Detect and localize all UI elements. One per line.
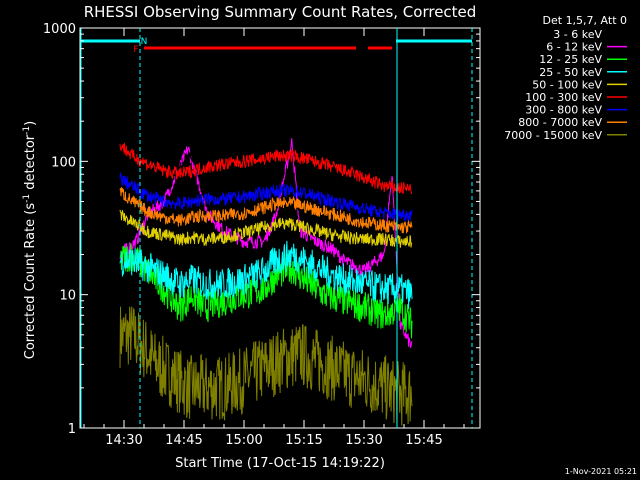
- series-line-5: [119, 209, 413, 248]
- y-tick-label: 100: [51, 155, 76, 170]
- x-tick-label: 14:30: [105, 433, 142, 448]
- ticks-layer: 14:30 14:45 15:00 15:15 15:30 15:45 1000 100 10 1: [43, 22, 480, 448]
- legend-title: Det 1,5,7, Att 0: [543, 14, 627, 27]
- markers-layer: FN: [80, 28, 473, 428]
- x-tick-label: 14:45: [165, 433, 202, 448]
- legend-entry-label: 12 - 25 keV: [539, 53, 602, 66]
- x-tick-label: 15:30: [345, 433, 382, 448]
- legend-entry-label: 50 - 100 keV: [532, 78, 602, 91]
- plot-frame: [79, 27, 481, 429]
- flag-n-label: N: [141, 37, 148, 47]
- y-tick-label: 1000: [43, 22, 76, 37]
- y-tick-label: 1: [68, 422, 76, 437]
- series-layer: [119, 138, 413, 426]
- y-tick-label: 10: [59, 289, 76, 304]
- chart-title: RHESSI Observing Summary Count Rates, Co…: [84, 3, 477, 21]
- legend-entry-label: 25 - 50 keV: [539, 66, 602, 79]
- series-line-6: [119, 142, 413, 195]
- legend-entry-label: 300 - 800 keV: [525, 104, 602, 117]
- series-line-9: [119, 306, 413, 426]
- series-line-7: [119, 172, 413, 222]
- x-axis-label: Start Time (17-Oct-15 14:19:22): [175, 456, 385, 471]
- y-axis-label: Corrected Count Rate (s-1 detector-1): [22, 121, 38, 359]
- series-line-3: [119, 243, 413, 339]
- legend-entry-label: 800 - 7000 keV: [518, 116, 602, 129]
- series-line-4: [119, 240, 413, 309]
- legend-entry-label: 3 - 6 keV: [553, 28, 602, 41]
- series-line-8: [119, 187, 413, 234]
- x-tick-label: 15:15: [285, 433, 322, 448]
- legend-entry-label: 100 - 300 keV: [525, 91, 602, 104]
- x-tick-label: 15:45: [405, 433, 442, 448]
- flag-f-label: F: [133, 45, 138, 55]
- x-tick-label: 15:00: [225, 433, 262, 448]
- series-line-2: [119, 138, 413, 349]
- legend-entry-label: 6 - 12 keV: [546, 41, 602, 54]
- legend-entry-label: 7000 - 15000 keV: [504, 129, 602, 142]
- footer-date: 1-Nov-2021 05:21: [565, 467, 637, 476]
